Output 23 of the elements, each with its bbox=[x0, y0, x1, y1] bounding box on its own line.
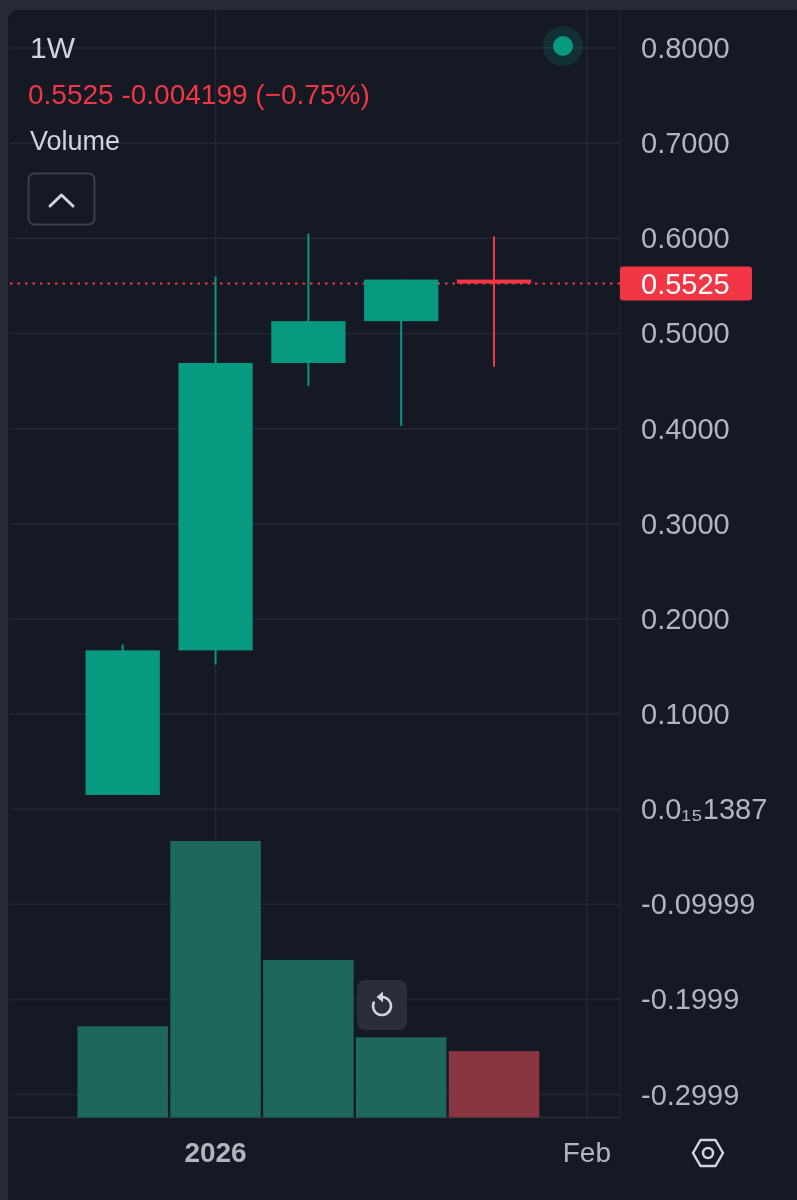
bar bbox=[448, 1051, 540, 1118]
y-tick-label: 0.0₁₅1387 bbox=[641, 793, 768, 826]
text: 0.5525 -0.004199 (−0.75%) bbox=[28, 78, 370, 110]
y-tick-label: 0.8000 bbox=[641, 32, 730, 65]
y-tick-label: 0.3000 bbox=[641, 507, 730, 540]
bar bbox=[77, 1026, 168, 1118]
chart-title: Volume bbox=[30, 126, 121, 156]
y-tick-label: 0.1000 bbox=[641, 698, 730, 731]
bar bbox=[170, 841, 261, 1118]
y-tick-label: 0.5000 bbox=[641, 317, 730, 350]
y-tick-label: 0.6000 bbox=[641, 222, 730, 255]
x-tick-label: 2026 bbox=[184, 1136, 247, 1168]
x-tick-label: Feb bbox=[562, 1136, 611, 1168]
y-tick-label: 0.7000 bbox=[641, 127, 730, 160]
ref-line-label: 0.5525 bbox=[641, 267, 730, 300]
y-tick-label: 0.4000 bbox=[641, 412, 730, 445]
y-tick-label: -0.09999 bbox=[641, 888, 756, 921]
bar bbox=[355, 1037, 447, 1118]
text: 1W bbox=[30, 30, 76, 64]
y-tick-label: -0.1999 bbox=[641, 983, 740, 1016]
y-tick-label: 0.2000 bbox=[641, 602, 730, 635]
bar bbox=[263, 959, 354, 1118]
y-tick-label: -0.2999 bbox=[641, 1078, 740, 1111]
